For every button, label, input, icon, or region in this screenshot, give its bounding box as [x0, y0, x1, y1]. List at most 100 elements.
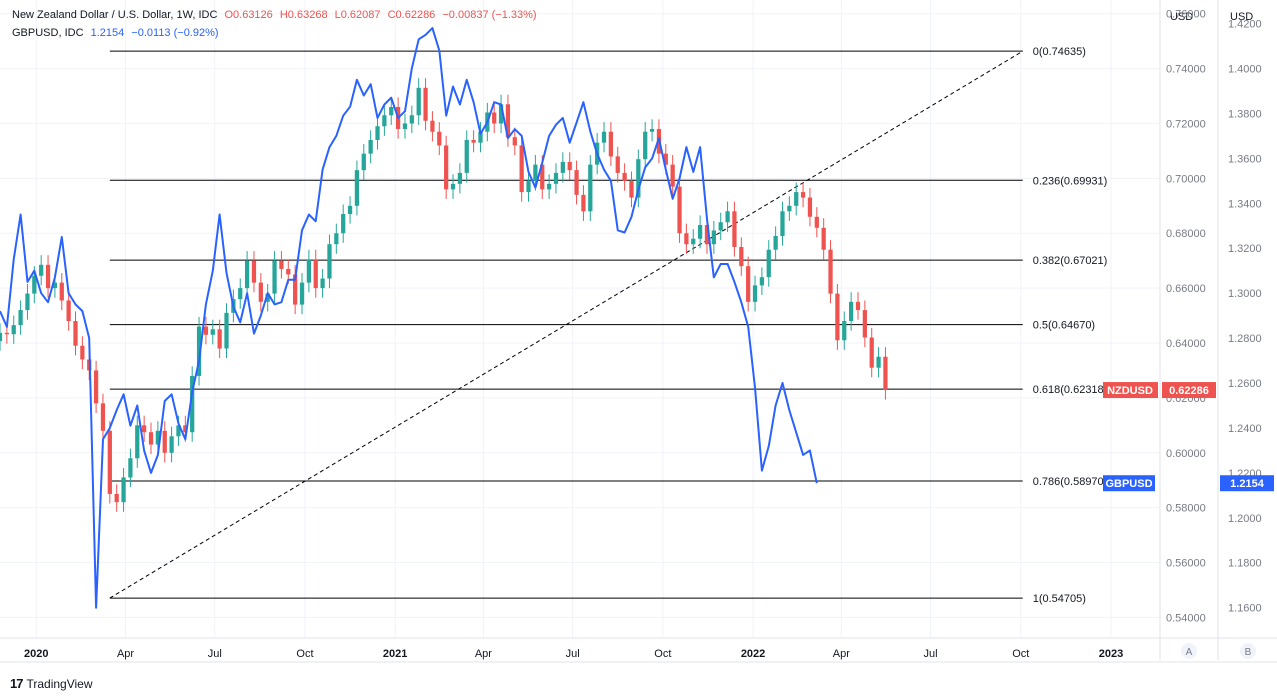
candle-body	[800, 192, 806, 198]
time-axis-tick: Jul	[208, 648, 222, 660]
gbpusd-tag: GBPUSD	[1105, 478, 1152, 490]
candle-body	[773, 235, 778, 250]
time-axis-tick: Oct	[654, 648, 671, 660]
fib-level-label: 0.236(0.69931)	[1033, 175, 1108, 187]
candle-body	[347, 205, 353, 215]
brand-name: TradingView	[26, 676, 93, 691]
fib-level-label: 0(0.74635)	[1033, 46, 1086, 58]
candle-body	[670, 164, 675, 187]
scale-button-b[interactable]: B	[1245, 647, 1252, 658]
nzdusd-close: C0.62286	[387, 9, 436, 21]
candle-body	[183, 425, 188, 433]
candle-body	[334, 233, 339, 245]
candle-body	[505, 104, 511, 138]
candle-body	[224, 312, 229, 349]
candle-body	[807, 197, 813, 217]
candle-body	[464, 139, 469, 173]
candle-body	[0, 332, 3, 342]
candle-body	[492, 112, 497, 124]
fib-level-label: 0.5(0.64670)	[1033, 320, 1095, 332]
time-axis-tick: 2021	[383, 648, 407, 660]
candle-body	[588, 164, 593, 212]
candle-body	[402, 123, 408, 129]
gbpusd-price-tag: 1.2154	[1230, 478, 1265, 490]
candle-body	[320, 278, 325, 289]
candle-body	[176, 425, 181, 437]
candle-body	[354, 170, 360, 206]
candle-body	[567, 161, 572, 171]
candle-body	[361, 153, 366, 171]
candle-body	[18, 310, 23, 326]
gbpusd-legend: GBPUSD, IDC 1.2154 −0.0113 (−0.92%)	[12, 26, 223, 40]
scale-button-b-background	[1240, 643, 1256, 659]
candle-body	[869, 337, 874, 368]
time-axis-tick: Apr	[117, 648, 134, 660]
candle-body	[457, 172, 463, 184]
candle-body	[732, 211, 737, 247]
right-axis-tick: 1.1600	[1228, 603, 1262, 615]
nzdusd-legend: New Zealand Dollar / U.S. Dollar, 1W, ID…	[12, 8, 541, 22]
left-axis-tick: 0.70000	[1166, 173, 1206, 185]
candle-body	[142, 425, 147, 433]
candle-body	[622, 172, 627, 182]
candle-body	[93, 370, 99, 404]
right-axis-tick: 1.2800	[1228, 333, 1262, 345]
candle-body	[629, 181, 634, 198]
nzdusd-candles	[0, 78, 888, 512]
candle-body	[265, 293, 270, 302]
right-axis-tick: 1.3200	[1228, 243, 1262, 255]
candle-body	[293, 274, 298, 305]
candle-body	[238, 288, 243, 300]
candle-body	[52, 282, 58, 289]
left-axis-tick: 0.54000	[1166, 612, 1206, 624]
candle-body	[389, 107, 394, 116]
candle-body	[313, 259, 318, 289]
candle-body	[306, 259, 312, 283]
nzdusd-open: O0.63126	[224, 9, 273, 21]
candle-body	[636, 159, 641, 198]
candle-body	[162, 430, 167, 453]
time-axis-tick: 2022	[741, 648, 765, 660]
candle-body	[842, 321, 847, 341]
candle-body	[341, 214, 346, 234]
right-axis-tick: 1.2400	[1228, 423, 1262, 435]
left-axis-tick: 0.72000	[1166, 118, 1206, 130]
time-axis-tick: Apr	[475, 648, 492, 660]
candle-body	[746, 266, 751, 302]
candle-body	[684, 233, 689, 245]
candle-body	[279, 260, 284, 269]
fibonacci-retracement[interactable]: 0(0.74635) 0.236(0.69931) 0.382(0.67021) 0.…	[109, 46, 1108, 605]
candle-body	[409, 115, 414, 124]
candle-body	[45, 264, 51, 289]
gbpusd-series-line	[0, 27, 818, 609]
candle-body	[135, 425, 140, 459]
nzdusd-tag-background	[1103, 382, 1158, 399]
scale-button-a[interactable]: A	[1186, 647, 1193, 658]
candle-body	[444, 145, 449, 190]
gbpusd-value: 1.2154	[90, 27, 125, 39]
candle-body	[430, 120, 435, 132]
candle-body	[794, 192, 799, 206]
candle-body	[787, 205, 792, 212]
time-axis-tick: Jul	[924, 648, 938, 660]
candle-body	[203, 326, 209, 335]
candle-body	[759, 277, 765, 286]
candle-body	[828, 249, 833, 294]
right-axis-tick: 1.3000	[1228, 288, 1262, 300]
footer-brand[interactable]: 17 TradingView	[10, 676, 93, 691]
gbpusd-price-tag-background	[1220, 475, 1274, 492]
candle-body	[649, 128, 655, 132]
left-axis-tick: 0.74000	[1166, 64, 1206, 76]
candle-body	[100, 403, 106, 431]
candle-body	[766, 249, 771, 278]
candle-body	[299, 282, 305, 305]
candle-body	[608, 131, 614, 157]
nzdusd-price-tag: 0.62286	[1169, 385, 1209, 397]
candle-body	[553, 172, 559, 184]
candle-body	[725, 211, 730, 223]
candle-body	[512, 137, 517, 146]
gbpusd-change: −0.0113 (−0.92%)	[131, 27, 219, 39]
candle-body	[210, 329, 215, 335]
fib-level-label: 0.382(0.67021)	[1033, 255, 1108, 267]
